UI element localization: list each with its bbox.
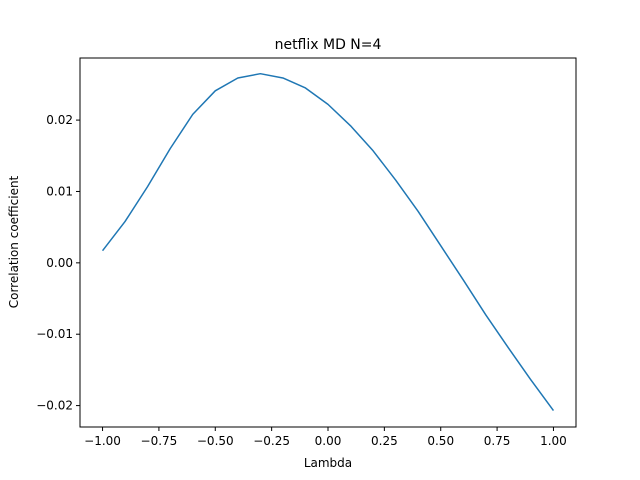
x-axis: −1.00 −0.75 −0.50 −0.25 0.00 0.25 0.50 0.75 1.00 xyxy=(84,427,567,448)
x-tick-label: 1.00 xyxy=(540,434,567,448)
x-tick-label: −0.25 xyxy=(253,434,290,448)
y-tick-label: 0.00 xyxy=(46,256,73,270)
y-tick-label: 0.02 xyxy=(46,113,73,127)
chart-title: netflix MD N=4 xyxy=(275,37,382,53)
x-tick-label: 0.25 xyxy=(371,434,398,448)
y-axis: −0.02 −0.01 0.00 0.01 0.02 xyxy=(36,113,80,413)
series-line xyxy=(101,72,555,412)
x-tick-label: 0.50 xyxy=(427,434,454,448)
x-tick-label: −1.00 xyxy=(84,434,121,448)
y-tick-label: −0.02 xyxy=(36,399,73,413)
y-tick-label: 0.01 xyxy=(46,184,73,198)
plot-area xyxy=(101,72,555,412)
y-axis-label: Correlation coefficient xyxy=(7,175,21,308)
x-tick-label: −0.50 xyxy=(197,434,234,448)
x-axis-label: Lambda xyxy=(304,456,352,470)
x-tick-label: 0.00 xyxy=(315,434,342,448)
x-tick-label: −0.75 xyxy=(141,434,178,448)
y-tick-label: −0.01 xyxy=(36,327,73,341)
x-tick-label: 0.75 xyxy=(484,434,511,448)
